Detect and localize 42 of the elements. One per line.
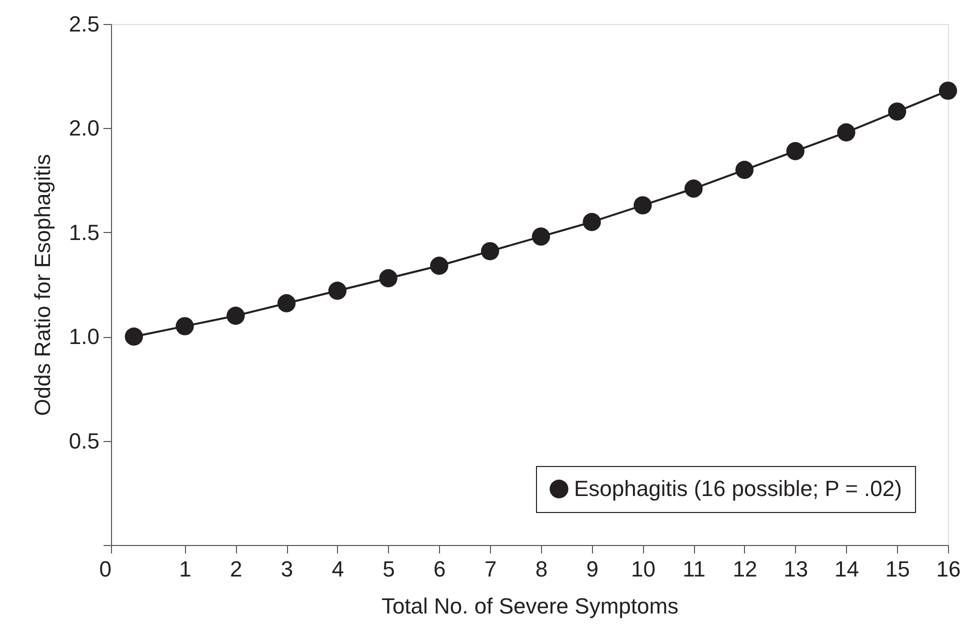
point	[888, 102, 906, 121]
point	[532, 228, 550, 246]
y-tick-label: 1.0	[68, 324, 100, 350]
x-tick-label: 12	[732, 556, 758, 582]
y-tick-label: 2.0	[68, 116, 100, 141]
point	[684, 180, 703, 198]
x-tick-label: 1	[179, 556, 192, 582]
point	[277, 294, 296, 312]
point	[430, 256, 448, 275]
y-tick-label: 2.5	[68, 12, 100, 36]
x-axis-title: Total No. of Severe Symptoms	[381, 594, 679, 618]
point	[837, 123, 856, 142]
point	[786, 142, 804, 160]
point	[124, 328, 143, 346]
x-tick-label: 10	[630, 556, 656, 582]
point	[582, 212, 601, 232]
x-tick-label: 0	[99, 556, 112, 582]
point	[226, 306, 245, 325]
x-tick-label: 11	[682, 556, 706, 582]
point	[176, 317, 194, 336]
point	[328, 282, 347, 300]
x-tick-label: 3	[280, 556, 294, 582]
x-tick-label: 9	[586, 556, 598, 582]
x-tick-label: 8	[535, 556, 548, 582]
x-tick-label: 14	[834, 556, 859, 582]
point	[480, 242, 500, 260]
x-tick-label: 4	[332, 556, 344, 582]
point	[735, 160, 754, 179]
x-tick-label: 13	[784, 556, 808, 582]
x-tick-label: 5	[382, 556, 395, 582]
x-tick-label: 16	[936, 556, 961, 582]
y-axis-title: Odds Ratio for Esophagitis	[30, 154, 55, 416]
point	[634, 196, 652, 214]
x-tick-label: 15	[885, 556, 910, 582]
point	[938, 82, 958, 100]
x-tick-label: 6	[434, 556, 446, 582]
y-tick-label: 0.5	[68, 428, 100, 454]
point	[379, 269, 398, 288]
y-tick-label: 1.5	[68, 220, 100, 245]
x-tick-label: 2	[230, 556, 242, 582]
legend-label: Esophagitis (16 possible; P = .02)	[574, 476, 902, 501]
x-tick-label: 7	[484, 556, 497, 582]
